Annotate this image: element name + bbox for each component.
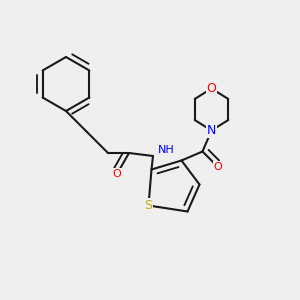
Text: NH: NH — [158, 145, 174, 155]
Text: S: S — [145, 199, 152, 212]
Text: O: O — [213, 161, 222, 172]
Text: O: O — [207, 82, 216, 95]
Text: O: O — [112, 169, 122, 179]
Text: N: N — [207, 124, 216, 137]
